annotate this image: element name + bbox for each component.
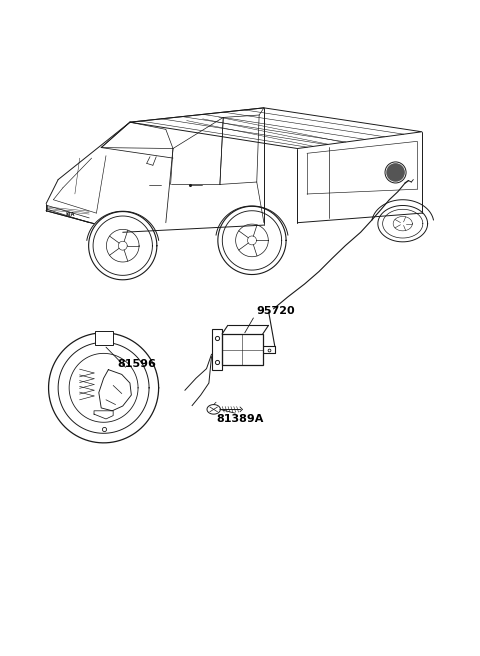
Text: KIA: KIA <box>65 212 75 216</box>
Text: 95720: 95720 <box>257 306 295 316</box>
Bar <box>95 331 113 345</box>
Bar <box>222 334 263 365</box>
Text: 81389A: 81389A <box>216 414 264 424</box>
Circle shape <box>387 164 404 181</box>
Text: 81596: 81596 <box>118 359 156 369</box>
Bar <box>212 329 222 370</box>
